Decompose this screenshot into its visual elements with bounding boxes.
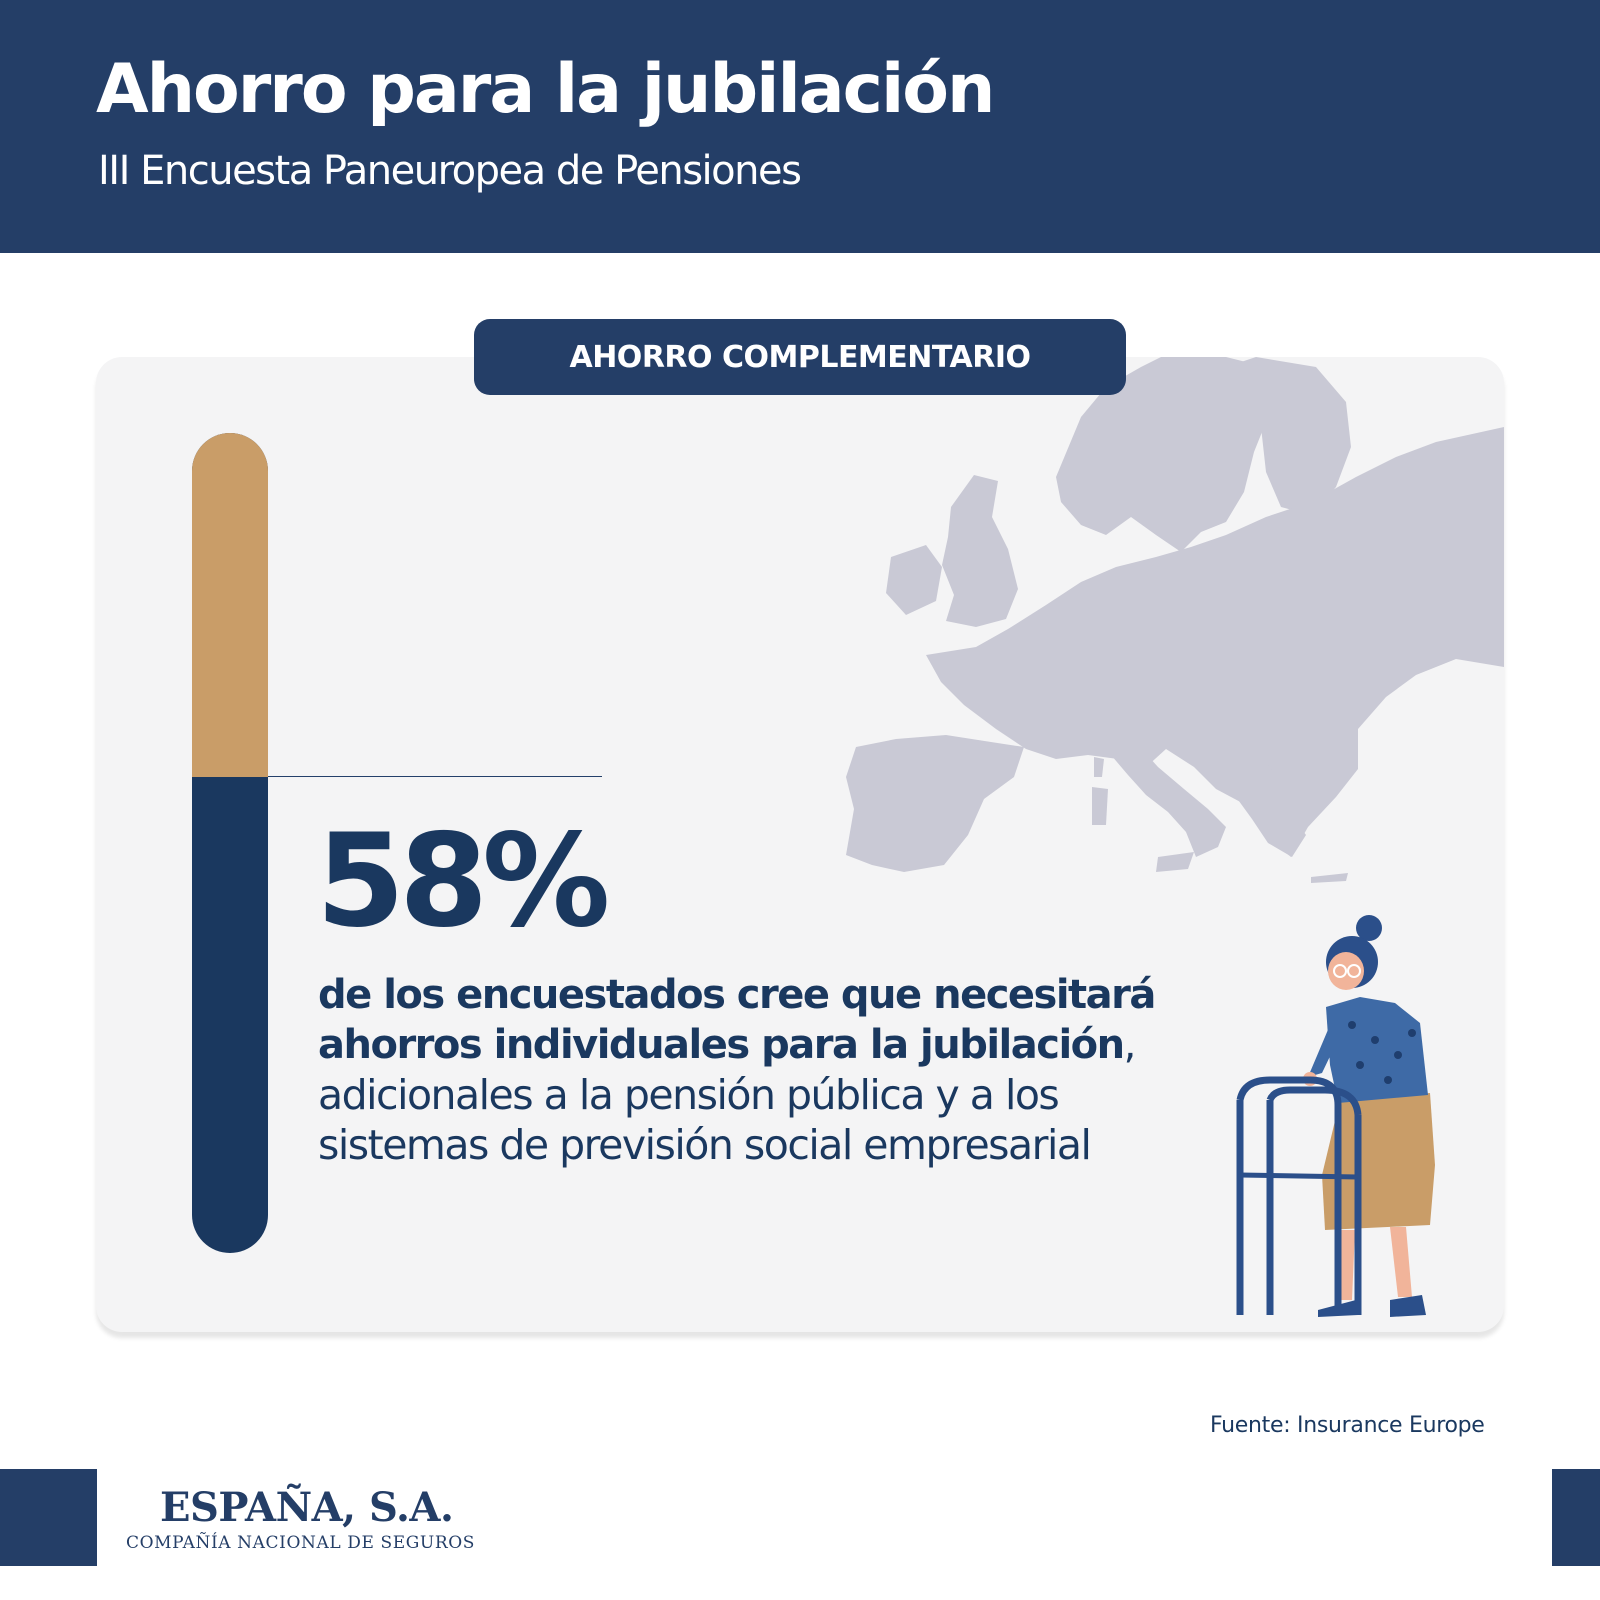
footer-corner-block-right <box>1552 1469 1600 1566</box>
percentage-bar-remaining <box>192 433 268 778</box>
header-banner: Ahorro para la jubilación III Encuesta P… <box>0 0 1600 253</box>
europe-map-icon <box>846 357 1504 883</box>
page-subtitle: III Encuesta Paneuropea de Pensiones <box>98 148 802 194</box>
section-label: AHORRO COMPLEMENTARIO <box>474 319 1126 395</box>
percentage-marker-line <box>268 776 602 777</box>
description-bold-line-2: ahorros individuales para la jubilación, <box>318 1020 1218 1070</box>
page-title: Ahorro para la jubilación <box>96 50 995 129</box>
description-comma: , <box>1123 1022 1137 1068</box>
description-line-3: adicionales a la pensión pública y a los <box>318 1071 1060 1119</box>
stat-description: de los encuestados cree que necesitará a… <box>318 970 1218 1170</box>
description-line-4: sistemas de previsión social empresarial <box>318 1121 1092 1169</box>
footer-corner-block-left <box>0 1469 97 1566</box>
elderly-woman-walker-illustration <box>1236 915 1435 1317</box>
stat-value: 58% <box>316 807 610 956</box>
source-note: Fuente: Insurance Europe <box>1210 1413 1485 1438</box>
percentage-bar <box>192 433 268 1253</box>
company-logo-tagline: COMPAÑÍA NACIONAL DE SEGUROS <box>126 1533 476 1553</box>
description-bold-line-2-text: ahorros individuales para la jubilación <box>318 1022 1125 1068</box>
company-logo-name: ESPAÑA, S.A. <box>160 1484 454 1531</box>
description-bold-line-1: de los encuestados cree que necesitará <box>318 972 1156 1018</box>
stat-card <box>96 357 1504 1332</box>
